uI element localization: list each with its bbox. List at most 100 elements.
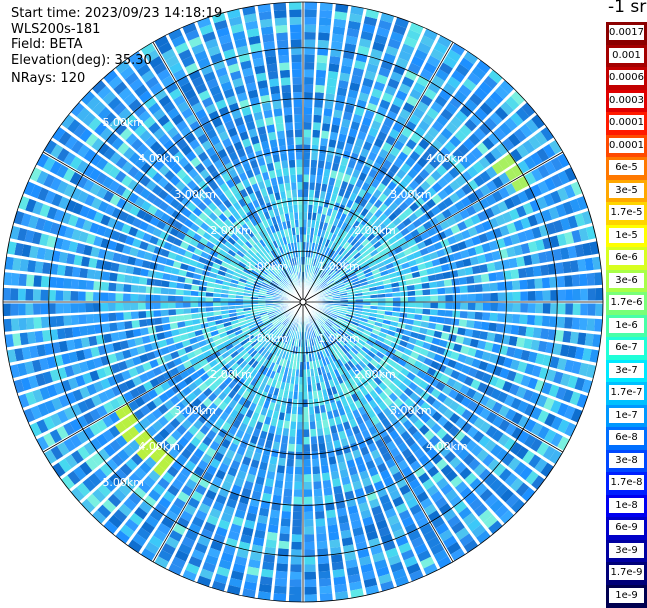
range-gate xyxy=(371,120,382,131)
range-gate xyxy=(525,326,535,338)
range-gate xyxy=(392,307,401,312)
range-gate xyxy=(378,347,388,355)
range-gate xyxy=(307,212,312,220)
range-gate xyxy=(471,444,483,457)
range-gate xyxy=(388,325,397,332)
range-gate xyxy=(401,448,413,459)
range-gate xyxy=(330,546,342,556)
range-gate xyxy=(541,209,553,222)
range-gate xyxy=(437,295,446,302)
range-gate xyxy=(469,477,483,491)
range-gate xyxy=(390,31,404,43)
range-gate xyxy=(331,325,338,332)
range-gate xyxy=(319,10,333,19)
range-gate xyxy=(304,47,315,55)
range-gate xyxy=(155,325,164,333)
range-gate xyxy=(379,236,388,245)
range-gate xyxy=(587,303,596,316)
range-gate xyxy=(469,93,483,106)
range-gate xyxy=(421,151,433,162)
range-gate xyxy=(317,435,325,444)
range-gate xyxy=(293,496,302,505)
range-gate xyxy=(417,42,432,55)
range-gate xyxy=(347,235,355,244)
range-gate xyxy=(266,531,278,541)
range-gate xyxy=(450,351,460,361)
range-gate xyxy=(491,343,501,354)
range-gate xyxy=(160,287,169,295)
range-gate xyxy=(530,406,543,420)
range-gate xyxy=(369,309,378,314)
range-gate xyxy=(324,380,331,389)
range-gate xyxy=(397,151,408,162)
range-gate xyxy=(33,317,42,329)
range-gate xyxy=(299,219,303,228)
range-gate xyxy=(519,466,533,481)
range-gate xyxy=(321,472,331,481)
range-gate xyxy=(274,161,282,170)
range-gate xyxy=(319,450,327,459)
range-gate xyxy=(370,347,379,355)
range-gate xyxy=(415,197,425,207)
range-gate xyxy=(433,265,443,274)
range-gate xyxy=(354,432,364,442)
range-gate xyxy=(520,375,531,387)
range-gate xyxy=(160,295,169,302)
range-gate xyxy=(452,310,461,318)
colorbar-swatch: 1.7e-7 xyxy=(606,382,647,405)
range-gate xyxy=(464,472,478,486)
range-gate xyxy=(478,156,491,169)
range-gate xyxy=(359,278,368,284)
range-gate xyxy=(350,519,362,530)
range-gate xyxy=(426,447,438,459)
range-gate xyxy=(402,174,413,185)
range-gate xyxy=(344,452,354,462)
range-gate xyxy=(319,145,327,154)
range-gate xyxy=(273,108,283,117)
range-gate xyxy=(349,82,361,92)
range-gate xyxy=(329,539,341,548)
range-gate xyxy=(424,504,437,516)
range-gate xyxy=(312,212,317,221)
range-gate xyxy=(288,436,296,445)
range-gate xyxy=(123,293,131,302)
range-gate xyxy=(286,190,292,199)
range-gate xyxy=(550,290,558,301)
range-gate xyxy=(343,190,352,199)
range-gate xyxy=(380,124,391,135)
range-gate xyxy=(365,383,374,393)
range-gate xyxy=(380,469,391,480)
range-gate xyxy=(326,517,337,526)
range-gate xyxy=(356,271,365,278)
range-gate xyxy=(303,421,309,430)
range-gate xyxy=(427,322,437,330)
range-gate xyxy=(140,327,149,336)
range-label: 1.00km xyxy=(246,260,288,273)
range-gate xyxy=(333,202,341,211)
range-gate xyxy=(531,422,543,436)
range-gate xyxy=(249,551,262,561)
range-gate xyxy=(463,217,474,228)
range-gate xyxy=(354,456,364,466)
range-gate xyxy=(108,292,116,301)
range-gate xyxy=(348,246,356,254)
range-gate xyxy=(420,497,433,510)
range-gate xyxy=(493,260,503,271)
range-gate xyxy=(569,331,579,344)
range-gate xyxy=(27,331,37,344)
range-gate xyxy=(70,303,79,313)
range-gate xyxy=(384,508,397,519)
range-gate xyxy=(314,503,324,512)
range-gate xyxy=(420,523,434,536)
range-gate xyxy=(454,461,467,474)
range-gate xyxy=(364,484,375,495)
range-gate xyxy=(323,288,331,293)
range-gate xyxy=(471,358,481,369)
range-gate xyxy=(370,249,379,257)
range-gate xyxy=(303,144,311,153)
range-gate xyxy=(570,408,583,423)
range-gate xyxy=(376,74,388,85)
range-gate xyxy=(437,392,448,403)
range-gate xyxy=(505,493,520,508)
range-gate xyxy=(138,311,147,319)
